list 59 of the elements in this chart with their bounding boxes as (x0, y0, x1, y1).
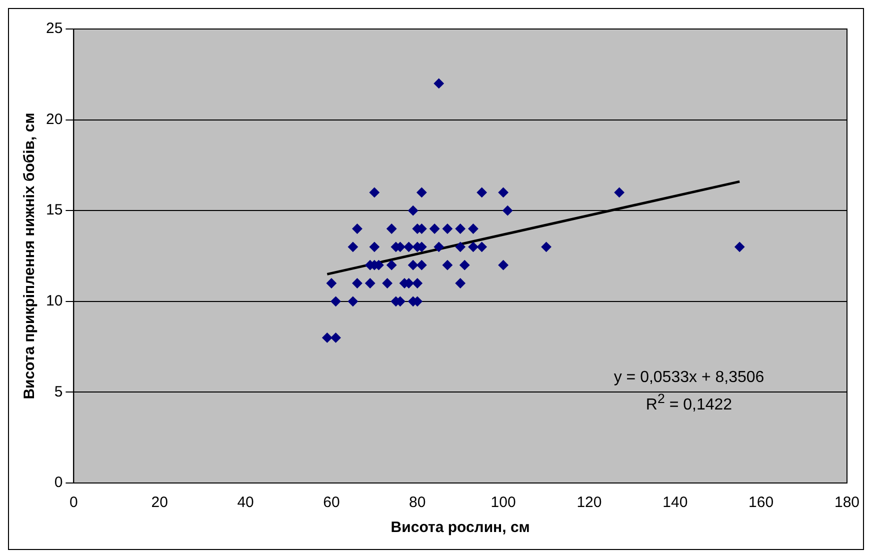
y-tick-label: 20 (46, 110, 63, 128)
x-tick-label: 0 (70, 494, 78, 512)
x-tick-label: 80 (409, 494, 426, 512)
point (404, 242, 414, 252)
point (330, 296, 341, 306)
x-tick-label: 100 (490, 494, 516, 512)
point (614, 187, 624, 198)
x-tick-label: 160 (748, 494, 774, 512)
x-tick-label: 40 (237, 494, 254, 512)
point (326, 278, 336, 288)
x-tick-label: 20 (151, 494, 168, 512)
point (498, 260, 508, 270)
point (412, 278, 422, 288)
point (322, 332, 332, 343)
point (369, 187, 380, 198)
point (468, 242, 478, 252)
point (365, 278, 376, 288)
y-tick-label: 0 (54, 474, 63, 492)
y-tick-label: 25 (46, 20, 63, 38)
point (502, 206, 513, 216)
point (476, 187, 487, 198)
point (460, 260, 470, 270)
x-tick-label: 120 (576, 494, 602, 512)
point (468, 224, 478, 234)
point (541, 242, 552, 252)
point (416, 260, 427, 270)
point (348, 242, 358, 252)
point (352, 224, 362, 234)
point (416, 187, 427, 198)
point (498, 187, 508, 198)
y-axis-title: Висота прикріплення нижніх бобів, см (21, 112, 38, 400)
point (442, 224, 452, 234)
point (455, 278, 466, 288)
point (348, 296, 358, 306)
point (408, 206, 418, 216)
point (455, 224, 466, 234)
y-tick-label: 5 (54, 383, 63, 400)
x-tick-label: 140 (662, 494, 688, 512)
point (476, 242, 487, 252)
x-axis-title: Висота рослин, см (390, 519, 530, 536)
point (442, 260, 452, 270)
point (352, 278, 362, 288)
point (734, 242, 745, 252)
point (386, 260, 397, 270)
point (434, 78, 444, 88)
annotation: R$^{2}$ = 0,1422 (644, 390, 734, 416)
y-tick-label: 10 (46, 292, 63, 310)
point (408, 260, 418, 270)
point (330, 332, 341, 343)
x-tick-label: 60 (323, 494, 340, 512)
point (386, 224, 397, 234)
y-tick-label: 15 (46, 202, 63, 219)
point (455, 242, 466, 252)
point (382, 278, 392, 288)
point (434, 242, 444, 252)
annotation: y = 0,0533x + 8,3506 (612, 368, 766, 388)
x-tick-label: 180 (834, 494, 860, 512)
point (369, 242, 380, 252)
point (430, 224, 440, 234)
